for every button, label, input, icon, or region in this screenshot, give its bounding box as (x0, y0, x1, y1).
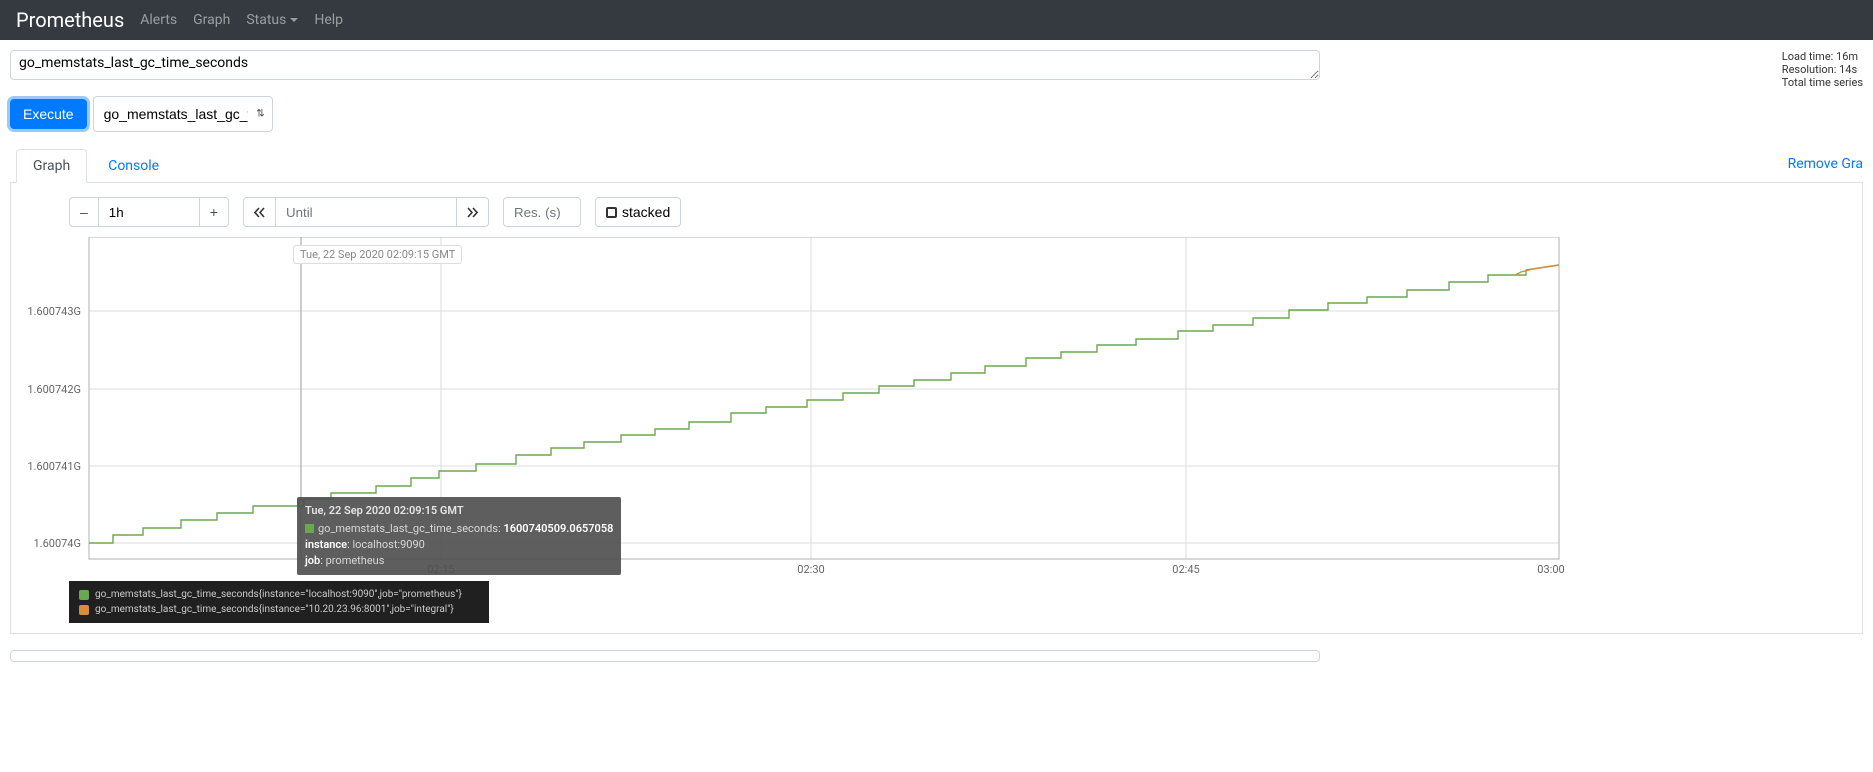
tab-console[interactable]: Console (91, 149, 176, 183)
double-chevron-left-icon (254, 207, 265, 218)
navbar: Prometheus Alerts Graph Status Help (0, 0, 1873, 40)
nav-alerts[interactable]: Alerts (140, 12, 177, 28)
execute-button[interactable]: Execute (10, 99, 87, 129)
brand[interactable]: Prometheus (16, 8, 124, 32)
svg-text:02:30: 02:30 (797, 563, 824, 576)
svg-text:02:45: 02:45 (1172, 563, 1199, 576)
legend-swatch (79, 590, 89, 600)
stacked-toggle[interactable]: stacked (595, 197, 681, 227)
time-group (243, 197, 489, 227)
legend-text: go_memstats_last_gc_time_seconds{instanc… (95, 602, 454, 617)
nav-graph[interactable]: Graph (193, 12, 230, 28)
chevron-down-icon (290, 18, 298, 22)
range-increase-button[interactable]: + (200, 197, 229, 227)
expression-input[interactable] (10, 50, 1320, 80)
graph-controls: – + stacked (21, 197, 1852, 227)
tab-graph[interactable]: Graph (16, 149, 87, 183)
tabs: Graph Console (10, 148, 1863, 183)
svg-text:1.600742G: 1.600742G (27, 383, 81, 396)
until-input[interactable] (286, 198, 446, 226)
nav-status[interactable]: Status (246, 12, 298, 28)
range-decrease-button[interactable]: – (69, 197, 99, 227)
range-group: – + (69, 197, 229, 227)
metric-select[interactable]: go_memstats_last_gc_tir (93, 96, 273, 132)
time-hover-label: Tue, 22 Sep 2020 02:09:15 GMT (293, 245, 462, 264)
svg-text:1.60074G: 1.60074G (34, 537, 82, 550)
query-stats: Load time: 16m Resolution: 14s Total tim… (1782, 50, 1863, 89)
resolution-input[interactable] (503, 197, 581, 227)
remove-graph-link[interactable]: Remove Gra (1788, 156, 1863, 172)
legend-swatch (79, 605, 89, 615)
range-input[interactable] (109, 198, 189, 226)
legend: go_memstats_last_gc_time_seconds{instanc… (69, 581, 489, 623)
time-back-button[interactable] (243, 197, 276, 227)
svg-text:03:00: 03:00 (1537, 563, 1564, 576)
nav-help[interactable]: Help (314, 12, 343, 28)
legend-item[interactable]: go_memstats_last_gc_time_seconds{instanc… (79, 602, 479, 617)
stack-icon (606, 207, 617, 218)
double-chevron-right-icon (467, 207, 478, 218)
svg-text:1.600743G: 1.600743G (27, 305, 81, 318)
graph-panel: – + stacked 1.60074G1.600741G1.600742G1. (10, 183, 1863, 634)
chart-tooltip: Tue, 22 Sep 2020 02:09:15 GMTgo_memstats… (297, 497, 621, 575)
stacked-label: stacked (622, 204, 670, 220)
time-forward-button[interactable] (457, 197, 489, 227)
nav-status-label: Status (246, 12, 286, 28)
expression-input-2[interactable] (10, 650, 1320, 662)
svg-text:1.600741G: 1.600741G (27, 460, 81, 473)
chart[interactable]: 1.60074G1.600741G1.600742G1.600743G02:15… (21, 237, 1852, 577)
legend-item[interactable]: go_memstats_last_gc_time_seconds{instanc… (79, 587, 479, 602)
legend-text: go_memstats_last_gc_time_seconds{instanc… (95, 587, 462, 602)
